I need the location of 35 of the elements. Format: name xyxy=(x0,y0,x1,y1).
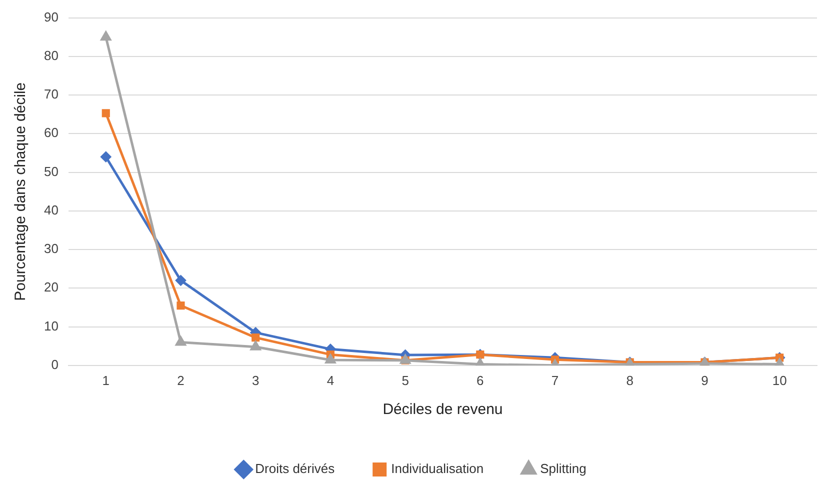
y-tick-label: 40 xyxy=(44,202,58,218)
x-tick-label: 1 xyxy=(102,372,110,388)
legend-label: Individualisation xyxy=(391,461,484,476)
y-tick-label: 70 xyxy=(44,86,58,102)
point xyxy=(175,336,186,346)
y-tick-label: 80 xyxy=(44,48,58,63)
x-tick-label: 10 xyxy=(772,372,787,388)
point xyxy=(100,30,112,41)
x-tick-label: 9 xyxy=(701,372,708,388)
point xyxy=(252,334,260,342)
legend-label: Splitting xyxy=(540,461,586,476)
y-tick-label: 90 xyxy=(44,9,58,24)
x-tick-label: 3 xyxy=(252,372,260,388)
y-tick-label: 50 xyxy=(44,164,58,179)
x-axis-title: Déciles de revenu xyxy=(382,401,503,418)
x-tick-label: 5 xyxy=(402,372,409,388)
point xyxy=(324,353,336,364)
point xyxy=(100,151,112,162)
x-tick-label: 2 xyxy=(177,372,184,388)
y-tick-label: 0 xyxy=(51,356,58,372)
y-tick-label: 10 xyxy=(44,318,58,334)
y-axis-title: Pourcentage dans chaque décile xyxy=(12,82,30,301)
y-tick-label: 60 xyxy=(44,125,58,140)
x-tick-label: 8 xyxy=(626,372,634,388)
y-tick-label: 30 xyxy=(44,241,58,256)
point xyxy=(176,302,185,310)
point xyxy=(400,354,411,364)
x-tick-label: 7 xyxy=(551,372,559,388)
legend-label: Droits dérivés xyxy=(255,461,336,476)
point xyxy=(102,109,110,118)
point xyxy=(250,340,262,350)
x-tick-label: 6 xyxy=(476,372,484,388)
x-tick-label: 4 xyxy=(326,372,334,388)
point xyxy=(175,274,186,286)
y-tick-label: 20 xyxy=(44,280,58,295)
